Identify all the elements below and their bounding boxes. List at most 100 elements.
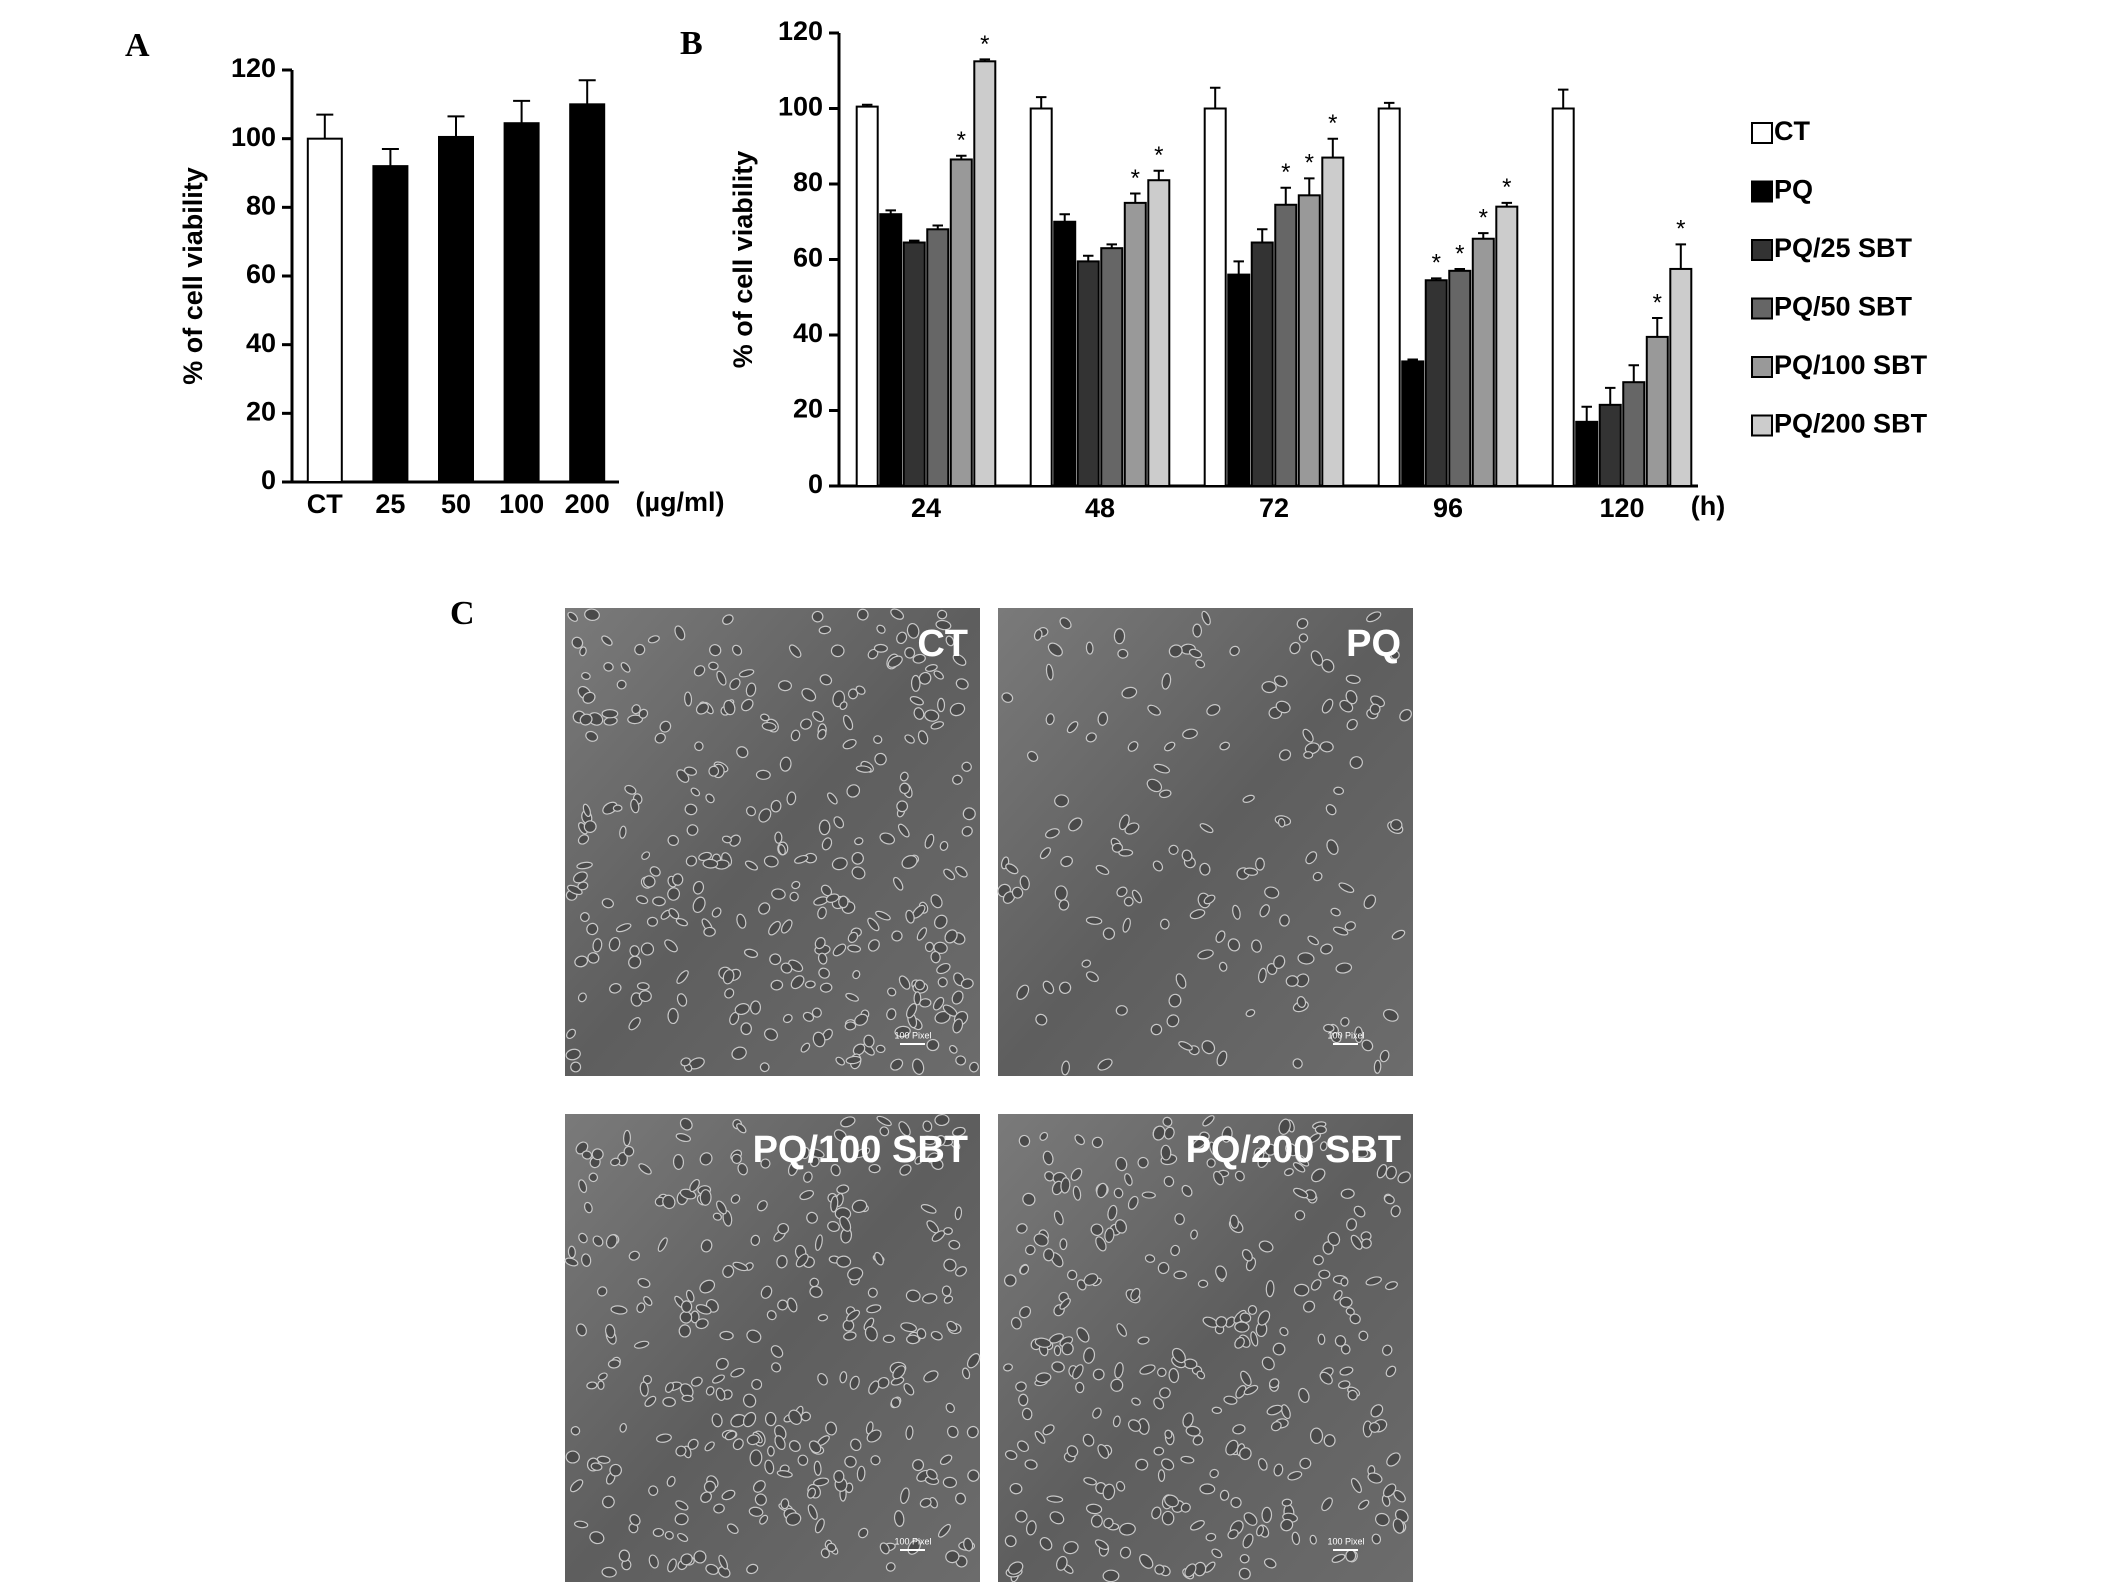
cell: [675, 1133, 691, 1143]
cell: [1113, 628, 1126, 645]
cell: [667, 887, 681, 901]
cell: [826, 1542, 837, 1553]
error-bar: [1454, 267, 1466, 271]
error-bar: [1280, 186, 1292, 205]
cell: [667, 1558, 677, 1573]
cell: [879, 1542, 890, 1555]
y-tick-label: 80: [246, 190, 276, 220]
cell: [760, 1285, 773, 1299]
bar: [855, 105, 879, 488]
cell: [1369, 703, 1381, 715]
cell: [1042, 1150, 1054, 1166]
cell: [1247, 1305, 1258, 1315]
cell: [584, 608, 600, 621]
cell: [619, 1422, 627, 1433]
cell: [850, 1438, 862, 1452]
cell: [1034, 1337, 1052, 1348]
cell: [954, 1206, 963, 1221]
cell: [1263, 1558, 1277, 1569]
panel-label: C: [450, 595, 475, 632]
cell: [1004, 1535, 1017, 1548]
cell: [1192, 1435, 1204, 1446]
cell: [817, 1372, 828, 1386]
cell: [1334, 1335, 1347, 1347]
cell: [909, 696, 924, 706]
cell: [751, 1378, 763, 1390]
cell: [708, 661, 719, 671]
cell: [1118, 848, 1134, 857]
cell: [664, 1530, 674, 1540]
cell: [1232, 904, 1241, 920]
cell: [684, 803, 698, 816]
bar: [1622, 381, 1646, 487]
cell: [1375, 1512, 1390, 1527]
cell: [716, 670, 727, 686]
cell: [1325, 804, 1337, 816]
cell: [667, 834, 679, 846]
cell: [1330, 1032, 1342, 1044]
cell: [817, 952, 828, 965]
cell: [680, 1300, 693, 1313]
cell: [1318, 1269, 1331, 1280]
cell: [879, 832, 896, 845]
cell: [764, 1411, 777, 1427]
cell: [835, 1056, 846, 1066]
cell: [899, 782, 911, 795]
cell: [904, 647, 916, 659]
cell: [809, 1285, 823, 1298]
cell: [1264, 1143, 1277, 1156]
cell: [715, 1357, 729, 1370]
significance-mark: *: [1131, 165, 1140, 192]
cell: [866, 1429, 882, 1443]
cell: [1345, 1549, 1357, 1563]
cell: [732, 1438, 744, 1451]
cell: [1007, 1561, 1024, 1575]
cell: [845, 1055, 862, 1065]
cell: [648, 1485, 659, 1496]
cell: [1054, 794, 1070, 808]
x-tick-label: 48: [1085, 493, 1115, 523]
cell: [791, 880, 801, 890]
cell: [1061, 1342, 1074, 1356]
cell: [676, 993, 688, 1007]
cell: [1221, 1126, 1233, 1143]
cell: [873, 643, 888, 653]
cell: [1042, 980, 1055, 995]
bar: [879, 213, 903, 487]
cell: [961, 1367, 971, 1380]
significance-mark: *: [980, 31, 989, 58]
significance-mark: *: [1455, 240, 1464, 267]
cell: [703, 1480, 717, 1494]
error-bar: [979, 58, 991, 62]
cell: [952, 653, 967, 666]
cell: [1243, 1512, 1258, 1526]
cell: [1042, 1424, 1055, 1436]
cell: [891, 930, 903, 942]
cell: [870, 1455, 881, 1466]
scale-bar-label: 100 Pixel: [894, 1030, 931, 1040]
cell: [1059, 617, 1072, 630]
cell: [745, 682, 757, 697]
x-unit: (µg/ml): [635, 487, 724, 517]
cell: [949, 702, 966, 717]
cell: [855, 765, 872, 773]
cell: [1173, 1270, 1187, 1280]
error-bar: [908, 239, 920, 243]
cell: [914, 1155, 924, 1165]
cell: [874, 752, 887, 766]
cell: [890, 1397, 901, 1409]
cell: [756, 1200, 768, 1212]
cell: [578, 1179, 588, 1194]
cell: [1035, 1013, 1048, 1026]
cell: [1383, 1194, 1395, 1205]
cell: [774, 1435, 786, 1450]
cell: [1346, 718, 1358, 731]
bar: [1669, 267, 1693, 487]
legend-swatch: [1751, 297, 1773, 320]
cell: [749, 1449, 763, 1467]
bar: [1401, 360, 1425, 487]
cell: [760, 1158, 771, 1169]
cell: [1386, 1452, 1401, 1467]
bar: [949, 158, 973, 487]
cell: [905, 909, 915, 924]
